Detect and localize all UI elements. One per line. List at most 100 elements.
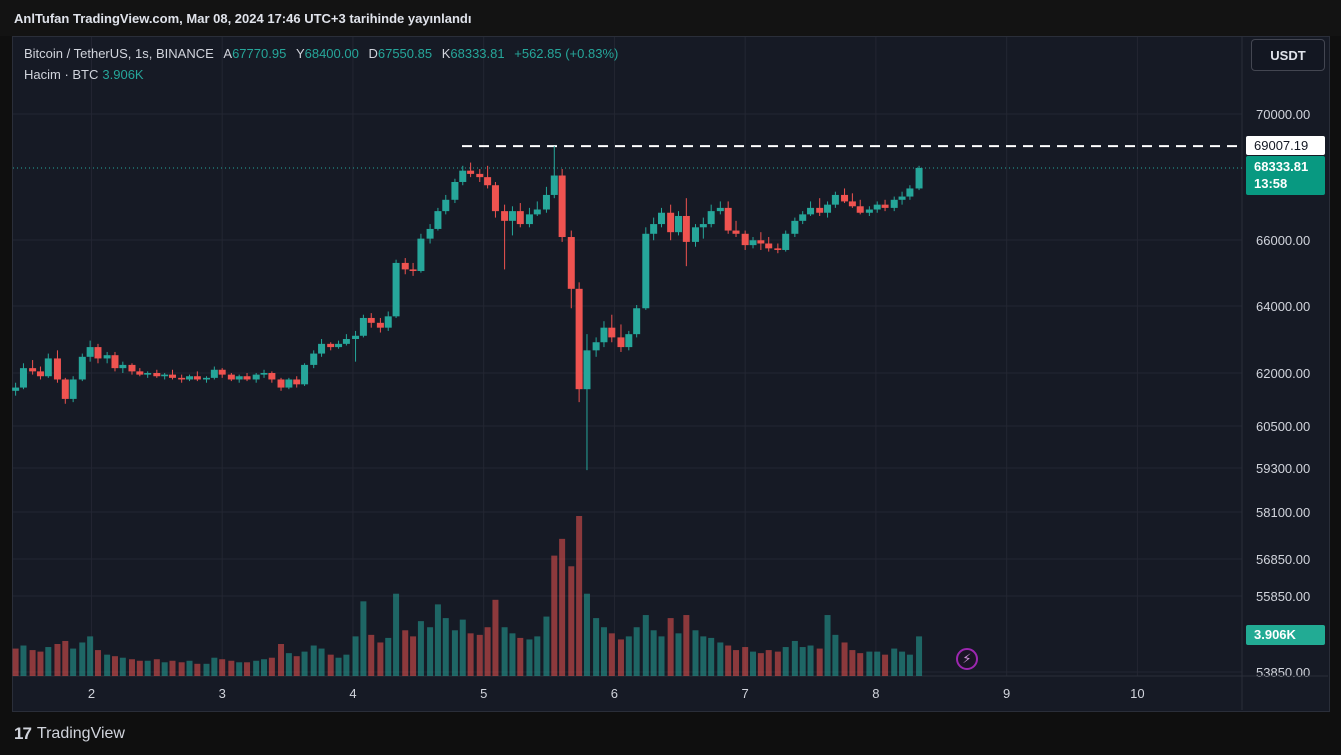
volume-bar: [393, 593, 400, 676]
currency-button[interactable]: USDT: [1251, 39, 1325, 71]
volume-bar: [899, 651, 906, 676]
publish-info: AnlTufan TradingView.com, Mar 08, 2024 1…: [14, 11, 472, 26]
candle-body: [227, 374, 235, 380]
volume-bar: [625, 636, 632, 676]
candle-body: [268, 373, 276, 380]
candle-body: [749, 240, 757, 246]
volume-bar: [667, 618, 674, 676]
candle-body: [36, 371, 44, 377]
open-label: A: [223, 46, 233, 61]
candle-body: [359, 317, 367, 336]
candle-body: [310, 353, 318, 365]
volume-bar: [583, 593, 590, 676]
volume-bar: [278, 644, 285, 676]
y-tick-label: 60500.00: [1256, 419, 1310, 434]
volume-price-tag: 3.906K: [1246, 625, 1325, 645]
y-tick-label: 62000.00: [1256, 366, 1310, 381]
candle-body: [841, 194, 849, 202]
volume-bar: [111, 656, 118, 676]
volume-bar: [451, 630, 458, 676]
y-tick-label: 55850.00: [1256, 589, 1310, 604]
volume-bar: [153, 659, 160, 676]
candle-body: [44, 358, 52, 377]
volume-bar: [54, 644, 61, 676]
candle-body: [816, 207, 824, 213]
x-tick-label: 2: [88, 686, 95, 701]
y-tick-label: 56850.00: [1256, 552, 1310, 567]
candle-body: [642, 233, 650, 309]
low-label: D: [368, 46, 378, 61]
x-tick-label: 4: [349, 686, 356, 701]
candle-body: [69, 379, 77, 399]
publish-bar: AnlTufan TradingView.com, Mar 08, 2024 1…: [0, 0, 1341, 36]
volume-bar: [633, 627, 640, 676]
lightning-icon[interactable]: ⚡: [956, 648, 978, 670]
candle-body: [707, 211, 715, 225]
candle-body: [442, 199, 450, 212]
candle-body: [516, 211, 524, 225]
volume-bar: [576, 516, 583, 676]
candle-body: [376, 322, 384, 328]
candle-body: [650, 224, 658, 234]
candle-body: [682, 215, 690, 242]
candle-body: [724, 207, 732, 231]
symbol-title[interactable]: Bitcoin / TetherUS, 1s, BINANCE: [24, 46, 214, 61]
footer: [0, 712, 1341, 755]
candle-body: [625, 334, 633, 348]
candle-body: [617, 337, 625, 348]
candle-body: [235, 376, 243, 380]
volume-bar: [104, 654, 111, 676]
volume-bar: [385, 637, 392, 676]
candle-body: [169, 374, 177, 378]
volume-bar: [310, 645, 317, 676]
volume-bar: [186, 660, 193, 676]
candle-body: [243, 376, 251, 380]
candle-body: [218, 369, 226, 375]
candle-body: [657, 212, 665, 225]
volume-bar: [717, 642, 724, 676]
candle-body: [53, 358, 61, 380]
x-tick-label: 8: [872, 686, 879, 701]
high-value: 68400.00: [304, 46, 359, 61]
volume-bar: [568, 566, 575, 676]
candle-body: [161, 374, 169, 377]
volume-bar: [816, 648, 823, 676]
volume-legend: Hacim · BTC 3.906K: [24, 67, 144, 82]
candle-body: [459, 170, 467, 182]
x-tick-label: 7: [742, 686, 749, 701]
hline-price-tag[interactable]: 69007.19: [1246, 136, 1325, 155]
last-price-value: 68333.81: [1254, 159, 1309, 174]
volume-bar: [70, 648, 77, 676]
symbol-legend: Bitcoin / TetherUS, 1s, BINANCE A67770.9…: [24, 46, 618, 61]
volume-bar: [62, 640, 69, 676]
tradingview-logo[interactable]: 17 TradingView: [14, 724, 125, 744]
volume-bar: [650, 630, 657, 676]
candle-body: [915, 167, 923, 189]
candle-body: [203, 377, 211, 380]
candle-body: [29, 368, 37, 372]
volume-bar: [79, 642, 86, 676]
volume-bar: [211, 657, 218, 676]
tv-logo-text: TradingView: [36, 725, 125, 742]
volume-bar: [352, 636, 359, 676]
candle-body: [285, 379, 293, 388]
volume-bar: [600, 627, 607, 676]
candle-body: [426, 228, 434, 239]
volume-bar: [882, 654, 889, 676]
candle-body: [774, 248, 782, 250]
candle-body: [608, 327, 616, 338]
x-tick-label: 9: [1003, 686, 1010, 701]
volume-label[interactable]: Hacim · BTC: [24, 67, 99, 82]
volume-bar: [434, 604, 441, 676]
candle-body: [144, 373, 152, 375]
x-tick-label: 6: [611, 686, 618, 701]
high-label: Y: [295, 46, 305, 61]
candle-body: [136, 371, 144, 375]
volume-bar: [807, 645, 814, 676]
volume-bar: [476, 634, 483, 676]
candle-body: [533, 209, 541, 215]
candle-body: [12, 387, 20, 391]
volume-bar: [725, 645, 732, 676]
candle-body: [765, 243, 773, 249]
